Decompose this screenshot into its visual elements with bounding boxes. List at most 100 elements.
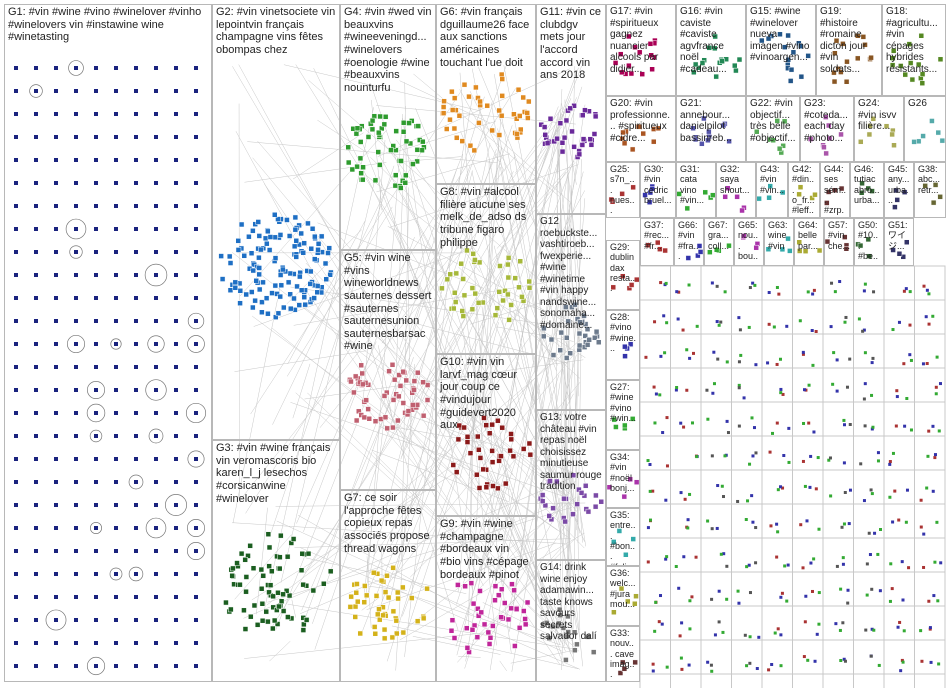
- node: [870, 427, 874, 431]
- node: [925, 362, 929, 366]
- node: [154, 411, 158, 415]
- node: [194, 158, 198, 162]
- node-ring: [144, 263, 168, 287]
- node: [866, 131, 873, 138]
- node: [277, 272, 284, 278]
- node: [842, 423, 846, 427]
- node: [154, 457, 158, 461]
- node-ring: [165, 494, 187, 516]
- node: [134, 365, 138, 369]
- node: [748, 462, 752, 466]
- node: [34, 641, 38, 645]
- node: [327, 272, 333, 278]
- node: [251, 602, 258, 609]
- node: [359, 370, 365, 377]
- node: [154, 181, 158, 185]
- tile-border: [639, 605, 671, 641]
- edge: [565, 522, 575, 663]
- edge: [378, 175, 469, 425]
- node: [721, 630, 725, 634]
- node: [823, 150, 829, 157]
- node: [801, 352, 805, 356]
- node: [630, 184, 636, 191]
- node: [469, 285, 476, 291]
- tile-border: [731, 299, 763, 335]
- group-tile: G16: #vin caviste #caviste agvfrance noë…: [676, 4, 746, 96]
- node: [895, 389, 899, 393]
- node: [648, 518, 652, 522]
- node: [857, 242, 864, 249]
- group-tile: G3: #vin #wine français vin veromascoris…: [212, 440, 340, 682]
- node: [578, 490, 585, 496]
- node: [893, 489, 897, 493]
- node-ring: [187, 450, 205, 468]
- group-tile: G46: tutiac abro... urba...: [850, 162, 884, 218]
- node: [474, 471, 480, 478]
- node: [459, 308, 466, 314]
- group-tile: G24: #vin isvv filière...: [854, 96, 904, 162]
- node: [563, 304, 569, 310]
- node: [889, 62, 896, 68]
- node: [293, 254, 299, 260]
- node: [894, 424, 898, 428]
- node: [245, 553, 251, 559]
- node: [194, 365, 198, 369]
- node: [134, 204, 138, 208]
- node: [114, 204, 118, 208]
- node: [464, 434, 471, 440]
- node: [557, 347, 563, 354]
- node: [517, 113, 523, 119]
- node: [927, 322, 931, 326]
- node: [272, 255, 279, 261]
- node: [527, 451, 534, 458]
- node: [411, 378, 418, 384]
- node: [174, 342, 178, 346]
- node: [835, 564, 839, 568]
- node: [54, 526, 58, 530]
- node: [467, 142, 474, 149]
- node: [775, 555, 779, 559]
- node: [226, 253, 233, 260]
- node: [876, 552, 880, 556]
- node: [524, 599, 531, 606]
- node: [699, 141, 705, 147]
- node: [499, 93, 505, 99]
- node: [308, 268, 314, 275]
- node: [935, 355, 939, 359]
- node: [754, 561, 758, 565]
- node: [481, 621, 488, 628]
- node: [691, 351, 695, 355]
- node: [715, 320, 719, 324]
- node: [765, 246, 772, 252]
- node: [14, 641, 18, 645]
- node: [720, 484, 724, 488]
- edge: [376, 67, 579, 617]
- node: [409, 595, 415, 601]
- node: [796, 239, 803, 245]
- node: [542, 502, 549, 509]
- group-tile: G21: annebour... danielpilot bassinreb..…: [676, 96, 746, 162]
- node: [363, 397, 369, 403]
- node: [420, 138, 426, 145]
- node: [512, 275, 518, 281]
- node: [717, 620, 721, 624]
- tile-border: [639, 503, 671, 539]
- node: [194, 204, 198, 208]
- tile-border: [761, 367, 793, 403]
- node: [826, 135, 833, 142]
- node: [74, 411, 78, 415]
- node: [651, 669, 655, 673]
- node: [716, 357, 720, 361]
- node: [726, 242, 732, 249]
- node: [616, 528, 623, 534]
- node: [174, 457, 178, 461]
- node: [248, 613, 254, 620]
- node: [358, 170, 364, 176]
- node: [779, 485, 783, 489]
- node: [782, 454, 786, 458]
- node: [386, 368, 392, 374]
- edge: [482, 474, 509, 579]
- node: [54, 250, 58, 254]
- edge: [381, 107, 570, 344]
- group-tile: G7: ce soir l'approche fêtes copieux rep…: [340, 490, 436, 682]
